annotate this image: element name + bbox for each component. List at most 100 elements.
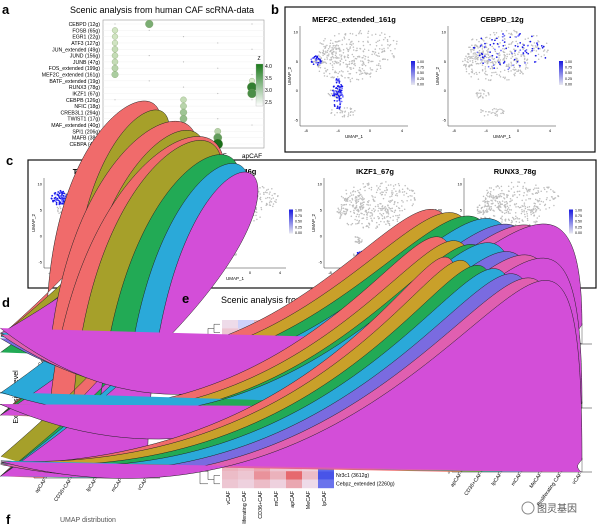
panel-a-title: Scenic analysis from human CAF scRNA-dat…: [70, 5, 254, 15]
umap-cell: [367, 36, 369, 38]
umap-cell: [489, 37, 491, 40]
umap-cell: [503, 69, 506, 72]
umap-cell: [358, 55, 360, 58]
umap-cell: [499, 70, 502, 73]
umap-colorbar-tick: 0.00: [565, 82, 572, 86]
umap-cell: [379, 188, 381, 191]
umap-cell: [485, 73, 487, 76]
umap-cell: [340, 215, 342, 217]
umap-cell: [503, 193, 505, 196]
umap-cell: [411, 195, 413, 197]
umap-cell: [270, 198, 273, 200]
umap-cell: [412, 203, 414, 205]
umap-cell: [490, 55, 492, 57]
umap-cell: [260, 208, 263, 211]
umap-cell: [378, 207, 380, 209]
umap-cell: [361, 60, 364, 63]
umap-cell: [360, 70, 362, 73]
dotplot-dot: [111, 39, 119, 46]
umap-cell: [532, 34, 535, 37]
umap-cell: [480, 94, 482, 97]
umap-cell: [389, 201, 391, 203]
umap-cell: [376, 68, 378, 71]
umap-cell: [495, 108, 497, 110]
umap-cell: [410, 199, 412, 201]
umap-cell: [486, 73, 488, 76]
umap-cell: [362, 40, 364, 43]
umap-cell: [357, 242, 360, 244]
umap-cell: [332, 42, 334, 45]
umap-cell: [381, 217, 384, 220]
umap-cell: [509, 197, 512, 200]
umap-cell: [234, 254, 236, 256]
umap-cell: [534, 221, 537, 224]
umap-cell: [390, 192, 393, 194]
umap-cell-high: [62, 202, 64, 205]
umap-cell: [379, 60, 381, 62]
umap-cell: [331, 109, 333, 111]
umap-cell: [318, 64, 321, 67]
umap-cell: [354, 109, 356, 112]
umap-cell: [371, 209, 373, 212]
dotplot-dot: [180, 96, 187, 103]
umap-y-tick: 10: [318, 182, 323, 187]
umap-cell: [479, 52, 481, 54]
dotplot-row-label: MAFB (38g): [72, 136, 100, 142]
umap-x-tick: -8: [328, 270, 332, 275]
umap-colorbar-tick: 0.25: [295, 225, 302, 229]
umap-cell: [510, 209, 513, 211]
umap-cell-high: [58, 200, 61, 202]
umap-cell: [550, 188, 552, 191]
umap-cell: [349, 73, 352, 75]
umap-cell: [510, 61, 512, 64]
umap-cell: [368, 187, 370, 190]
umap-cell: [329, 62, 332, 65]
umap-cell: [323, 72, 325, 74]
umap-cell: [498, 57, 500, 59]
umap-cell: [370, 186, 373, 189]
umap-cell: [485, 46, 488, 49]
umap-cell: [483, 56, 486, 59]
umap-cell: [269, 191, 271, 193]
umap-cell: [259, 196, 262, 199]
umap-cell: [380, 220, 382, 223]
umap-cell: [378, 39, 381, 42]
umap-cell: [488, 195, 491, 197]
umap-cell: [503, 204, 506, 207]
umap-cell: [265, 197, 267, 200]
umap-cell: [522, 205, 524, 208]
umap-cell-high: [313, 55, 316, 58]
umap-cell: [379, 192, 382, 194]
umap-cell: [255, 214, 257, 217]
umap-cell: [477, 96, 480, 99]
umap-cell: [259, 216, 261, 218]
umap-cell: [491, 71, 493, 74]
umap-cell: [406, 200, 408, 202]
umap-cell: [359, 188, 362, 191]
umap-cell: [484, 61, 486, 64]
dotplot-dot-small: [182, 36, 185, 38]
umap-cell: [362, 207, 364, 209]
umap-cell: [505, 200, 508, 203]
umap-cell: [396, 220, 399, 222]
umap-cell: [494, 204, 497, 207]
umap-cell: [375, 227, 377, 229]
umap-cell: [548, 206, 551, 209]
umap-cell: [391, 193, 394, 196]
umap-cell: [392, 192, 394, 194]
umap-cell-high: [338, 107, 341, 110]
umap-cell: [471, 44, 473, 47]
umap-cell: [381, 215, 384, 217]
umap-cell: [259, 193, 261, 195]
umap-cell: [508, 219, 510, 221]
umap-cell: [501, 200, 504, 202]
umap-cell: [413, 197, 416, 199]
umap-cell: [534, 198, 537, 201]
umap-cell: [386, 58, 389, 61]
umap-cell: [533, 47, 535, 49]
umap-cell: [531, 193, 534, 195]
umap-cell: [482, 212, 485, 214]
umap-cell: [534, 187, 536, 189]
umap-cell: [537, 53, 540, 56]
umap-cell: [472, 55, 474, 57]
